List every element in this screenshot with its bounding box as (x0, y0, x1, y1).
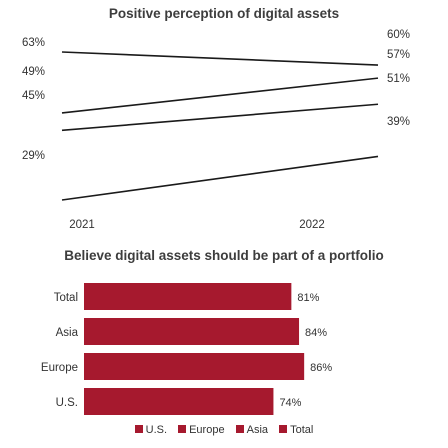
series-line-total (61, 155, 379, 201)
bar-category-label: Total (54, 292, 78, 304)
bar (84, 318, 300, 345)
left-value-label: 29% (22, 150, 45, 162)
series-line-us. (61, 51, 379, 66)
legend-item-asia: Asia (235, 424, 269, 436)
bar (84, 283, 292, 310)
legend-item-total: Total (279, 424, 313, 436)
legend-swatch (134, 425, 143, 433)
legend-swatch (178, 425, 187, 433)
bar-category-label: Asia (56, 327, 79, 339)
right-value-label: 57% (387, 49, 410, 61)
bar-category-label: Europe (41, 362, 78, 374)
bar-value-label: 86% (310, 362, 332, 374)
legend-label: Total (290, 424, 314, 436)
x-tick-label: 2021 (69, 219, 95, 231)
legend-item-us: U.S. (134, 424, 168, 436)
bar (84, 388, 274, 415)
bar-category-label: U.S. (56, 397, 78, 409)
x-tick-label: 2022 (299, 219, 325, 231)
legend: U.S. Europe Asia Total (0, 424, 448, 436)
legend-swatch (279, 425, 288, 433)
bar-chart-title: Believe digital assets should be part of… (64, 248, 384, 263)
legend-label: Europe (189, 424, 225, 436)
left-value-label: 63% (22, 37, 45, 49)
bar-value-label: 84% (305, 327, 327, 339)
legend-item-europe: Europe (178, 424, 225, 436)
right-value-label: 60% (387, 29, 410, 41)
bar (84, 353, 305, 380)
bar-value-label: 81% (297, 292, 319, 304)
legend-label: Asia (246, 424, 269, 436)
left-value-label: 45% (22, 90, 45, 102)
right-value-label: 51% (387, 73, 410, 85)
series-line-europe (61, 77, 379, 114)
legend-swatch (235, 425, 244, 433)
line-chart-title: Positive perception of digital assets (108, 6, 340, 21)
right-value-label: 39% (387, 116, 410, 128)
bar-value-label: 74% (279, 397, 301, 409)
left-value-label: 49% (22, 66, 45, 78)
series-line-asia (61, 103, 379, 132)
legend-label: U.S. (145, 424, 168, 436)
